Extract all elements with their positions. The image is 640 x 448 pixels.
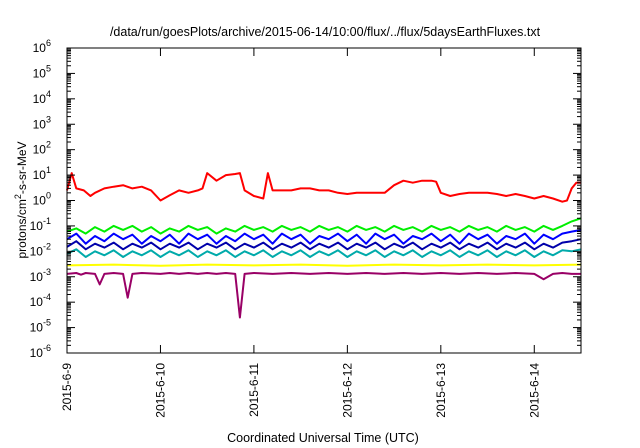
y-tick-labels: 10-6 10-5 10-4 10-3 10-2 10-1 100 101 102 103 104 1… (30, 38, 51, 360)
series-line-6 (66, 263, 582, 267)
y-axis-label-prefix: protons/cm (15, 199, 29, 258)
x-tick-label: 2015-6-9 (60, 363, 74, 411)
series-line-4 (66, 238, 582, 251)
series-line-5 (66, 248, 582, 258)
y-axis-label-sup: 2 (13, 194, 23, 199)
y-tick-label: 10-2 (30, 241, 51, 258)
x-tick-label: 2015-6-11 (247, 363, 261, 417)
y-tick-label: 10-5 (30, 318, 51, 335)
series-line-3 (66, 228, 582, 245)
x-tick-labels: 2015-6-9 2015-6-10 2015-6-11 2015-6-12 2015-… (60, 363, 541, 418)
x-tick-label: 2015-6-14 (527, 363, 541, 418)
y-tick-label: 10-4 (30, 292, 51, 309)
y-tick-label: 102 (33, 140, 51, 157)
series-line-2 (66, 217, 582, 235)
y-tick-label: 10-1 (30, 216, 51, 233)
plot-frame (66, 47, 582, 354)
y-axis-label: protons/cm2-s-sr-MeV (13, 141, 29, 258)
y-tick-label: 105 (33, 63, 51, 80)
plot-lines (66, 172, 582, 319)
y-tick-label: 104 (33, 89, 51, 106)
axis-ticks (66, 47, 581, 354)
y-axis-label-suffix: -s-sr-MeV (15, 141, 29, 194)
y-tick-label: 100 (33, 191, 51, 208)
series-line-7 (66, 272, 581, 319)
x-axis-label: Coordinated Universal Time (UTC) (227, 431, 419, 445)
y-tick-label: 101 (33, 165, 51, 182)
y-tick-label: 106 (33, 38, 51, 55)
x-tick-label: 2015-6-13 (434, 363, 448, 418)
x-tick-label: 2015-6-12 (340, 363, 354, 418)
y-tick-label: 10-6 (30, 343, 51, 360)
chart-title: /data/run/goesPlots/archive/2015-06-14/1… (110, 25, 541, 39)
y-tick-label: 103 (33, 114, 51, 131)
x-tick-label: 2015-6-10 (153, 363, 167, 418)
y-tick-label: 10-3 (30, 267, 51, 284)
series-line-1 (66, 172, 581, 203)
